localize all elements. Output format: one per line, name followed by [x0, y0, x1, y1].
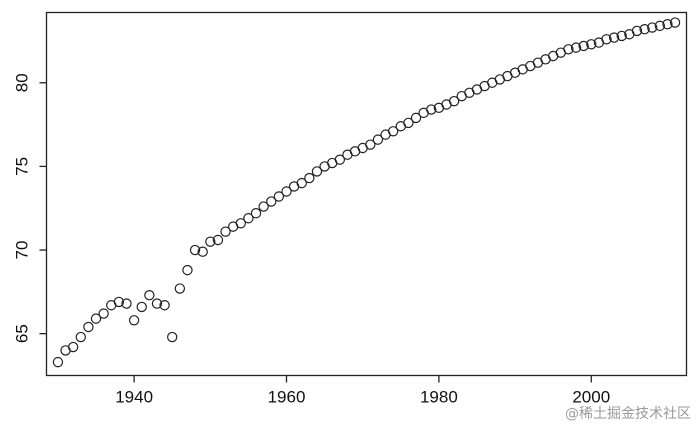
data-points: [52, 17, 681, 368]
data-point: [189, 244, 201, 256]
data-point: [647, 22, 658, 33]
data-point: [266, 196, 277, 207]
x-axis: 1940 1960 1980 2000: [115, 375, 610, 407]
data-point: [281, 186, 292, 197]
data-point: [570, 42, 582, 53]
data-point: [151, 298, 163, 309]
y-tick-label: 70: [13, 241, 32, 260]
data-point: [448, 95, 460, 107]
data-point: [83, 321, 94, 333]
data-point: [631, 25, 643, 37]
data-point: [121, 298, 132, 309]
data-point: [52, 356, 64, 368]
data-point: [212, 234, 224, 246]
x-tick-label: 1960: [268, 388, 306, 407]
data-point: [296, 177, 307, 189]
plot-frame: [45, 11, 688, 377]
y-tick-label: 80: [13, 73, 32, 92]
data-point: [167, 331, 178, 343]
data-point: [410, 112, 422, 124]
data-point: [258, 201, 269, 212]
x-tick-label: 1940: [115, 388, 153, 407]
data-point: [197, 246, 208, 257]
data-point: [144, 290, 155, 301]
data-point: [563, 44, 574, 55]
data-point: [75, 331, 86, 343]
data-point: [98, 308, 109, 319]
data-point: [601, 34, 612, 45]
data-point: [90, 313, 102, 324]
data-point: [243, 213, 254, 224]
data-point: [578, 40, 589, 52]
data-point: [365, 139, 376, 150]
data-point: [220, 226, 231, 237]
data-point: [205, 236, 216, 247]
x-tick-label: 1980: [420, 388, 458, 407]
data-point: [182, 264, 193, 276]
data-point: [403, 117, 414, 129]
data-point: [334, 154, 346, 165]
data-point: [616, 30, 627, 42]
x-tick-label: 2000: [572, 388, 610, 407]
data-point: [608, 32, 620, 43]
data-point: [128, 315, 140, 326]
data-point: [304, 172, 315, 184]
data-point: [669, 17, 681, 28]
y-tick-label: 65: [13, 324, 32, 343]
data-point: [372, 134, 384, 145]
data-point: [67, 341, 79, 353]
data-point: [639, 24, 650, 35]
data-point: [311, 166, 323, 177]
data-point: [235, 218, 246, 229]
data-point: [426, 104, 437, 115]
data-point: [387, 126, 399, 137]
data-point: [662, 19, 673, 30]
data-point: [654, 20, 666, 32]
y-tick-label: 75: [13, 157, 32, 176]
data-point: [250, 208, 262, 219]
data-point: [159, 300, 170, 311]
data-point: [586, 39, 597, 50]
data-point: [174, 283, 186, 294]
watermark: @稀土掘金技术社区: [565, 406, 691, 422]
data-point: [113, 296, 125, 308]
y-axis: 65 70 75 80: [13, 73, 47, 343]
data-point: [136, 301, 147, 313]
data-point: [273, 191, 285, 202]
